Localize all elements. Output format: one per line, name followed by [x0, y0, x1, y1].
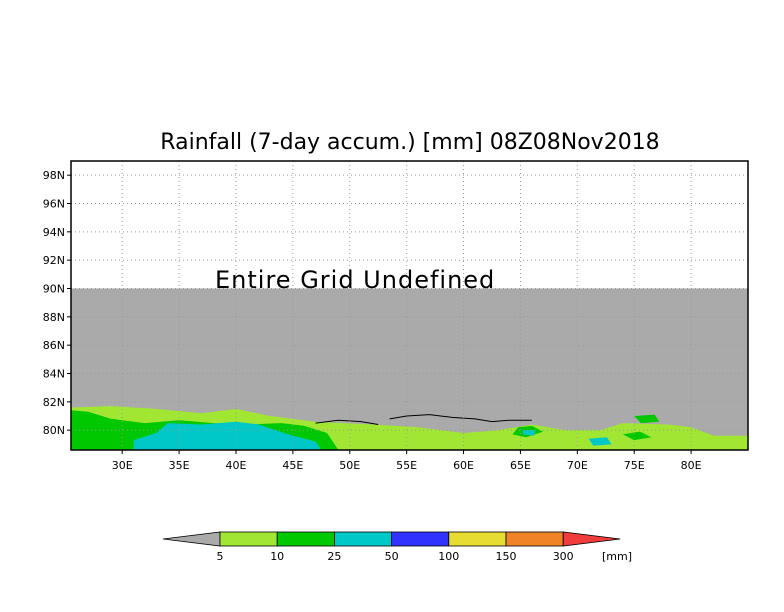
x-tick-label: 70E [567, 459, 588, 472]
colorbar-unit: [mm] [602, 550, 632, 563]
colorbar-label: 10 [270, 550, 284, 563]
colorbar-legend: 5 10 25 50 100 150 300 [mm] [162, 531, 632, 563]
colorbar-arrow-low [162, 531, 221, 547]
x-tick-label: 60E [453, 459, 474, 472]
x-tick-label: 50E [339, 459, 360, 472]
chart-title: Rainfall (7-day accum.) [mm] 08Z08Nov201… [160, 130, 659, 155]
y-tick-label: 94N [43, 226, 65, 239]
rain-area-10-25 [634, 414, 660, 424]
colorbar-label: 25 [327, 550, 341, 563]
colorbar-label: 150 [496, 550, 517, 563]
rain-area-25-50 [133, 421, 322, 450]
colorbar-segment [333, 531, 392, 547]
y-tick-label: 82N [43, 396, 65, 409]
y-axis: 80N 82N 84N 86N 88N 90N 92N 94N 96N 98N [43, 169, 71, 437]
x-tick-label: 80E [681, 459, 702, 472]
rain-area-25-50 [522, 430, 536, 436]
x-axis: 30E 35E 40E 45E 50E 55E 60E 65E 70E 75E 80E [112, 450, 702, 472]
y-tick-label: 88N [43, 311, 65, 324]
x-tick-label: 65E [510, 459, 531, 472]
map-area [71, 288, 748, 450]
colorbar-label: 300 [553, 550, 574, 563]
y-tick-label: 92N [43, 254, 65, 267]
y-tick-label: 84N [43, 368, 65, 381]
coastline [389, 414, 532, 423]
colorbar-segment [391, 531, 450, 547]
y-tick-label: 90N [43, 283, 65, 296]
colorbar-segment [276, 531, 335, 547]
y-tick-label: 80N [43, 424, 65, 437]
x-tick-label: 35E [169, 459, 190, 472]
y-tick-label: 86N [43, 339, 65, 352]
x-tick-label: 55E [396, 459, 417, 472]
colorbar-segment [448, 531, 507, 547]
x-tick-label: 45E [282, 459, 303, 472]
grid-lines [71, 161, 748, 450]
rain-area-25-50 [588, 437, 612, 446]
colorbar-arrow-high [562, 531, 621, 547]
y-tick-label: 96N [43, 198, 65, 211]
x-tick-label: 75E [624, 459, 645, 472]
coastline [315, 419, 379, 425]
colorbar-segment [219, 531, 278, 547]
x-tick-label: 40E [226, 459, 247, 472]
colorbar-label: 100 [438, 550, 459, 563]
y-tick-label: 98N [43, 169, 65, 182]
undefined-message: Entire Grid Undefined [215, 266, 495, 294]
colorbar-segment [505, 531, 564, 547]
x-tick-label: 30E [112, 459, 133, 472]
rain-area-10-25 [622, 431, 652, 441]
colorbar-label: 50 [385, 550, 399, 563]
colorbar-label: 5 [217, 550, 224, 563]
plot-frame [70, 160, 749, 451]
